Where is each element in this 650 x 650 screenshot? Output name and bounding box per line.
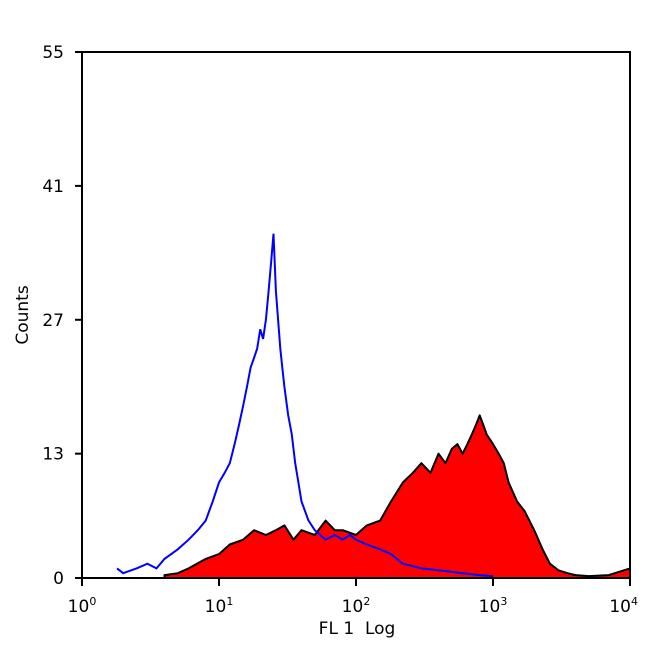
series-1-outline-histogram xyxy=(116,233,494,578)
y-tick-label: 55 xyxy=(42,43,64,63)
x-axis-title: FL 1 Log xyxy=(319,619,396,639)
y-axis-ticks: 0 13 27 41 55 xyxy=(42,43,82,589)
y-axis-title: Counts xyxy=(13,285,33,344)
x-tick-label: 101 xyxy=(205,595,234,617)
x-tick-label: 104 xyxy=(609,595,638,617)
y-tick-label: 13 xyxy=(42,445,64,465)
y-tick-label: 0 xyxy=(53,569,64,589)
x-tick-label: 102 xyxy=(342,595,371,617)
y-tick-label: 27 xyxy=(42,311,64,331)
x-tick-label: 103 xyxy=(479,595,508,617)
plot-frame xyxy=(81,51,631,579)
y-tick-label: 41 xyxy=(42,177,64,197)
x-tick-label: 100 xyxy=(68,595,97,617)
series-layer xyxy=(116,233,631,579)
series-0-filled-histogram xyxy=(163,414,631,579)
x-axis-ticks: 100 101 102 103 104 xyxy=(68,578,638,617)
